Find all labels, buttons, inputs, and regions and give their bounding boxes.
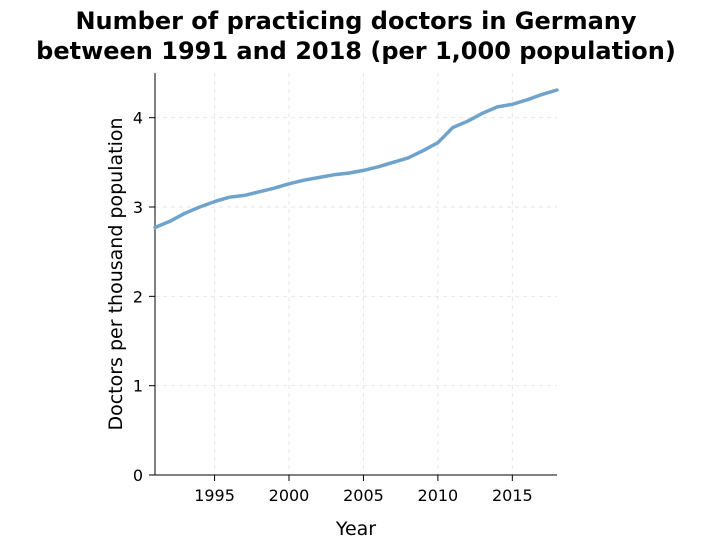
x-axis-label: Year — [335, 518, 376, 540]
x-tick-label: 2005 — [343, 486, 384, 505]
y-tick-label: 4 — [133, 109, 143, 128]
axes — [149, 73, 557, 481]
x-tick-label: 2010 — [418, 486, 459, 505]
x-tick-label: 2015 — [492, 486, 533, 505]
y-tick-label: 3 — [133, 198, 143, 217]
tick-labels: 0 1 2 3 4 1995 2000 2005 2010 2015 — [133, 109, 533, 505]
x-tick-label: 1995 — [194, 486, 235, 505]
y-axis-label: Doctors per thousand population — [105, 117, 127, 430]
series-group — [153, 88, 559, 230]
chart-title-line-1: Number of practicing doctors in Germany — [75, 7, 637, 35]
series-line — [153, 88, 559, 230]
grid-lines — [155, 73, 557, 475]
chart-title: Number of practicing doctors in Germany … — [0, 6, 712, 66]
y-tick-label: 2 — [133, 287, 143, 306]
x-tick-label: 2000 — [269, 486, 310, 505]
chart-title-line-2: between 1991 and 2018 (per 1,000 populat… — [36, 37, 676, 65]
y-tick-label: 0 — [133, 466, 143, 485]
y-tick-label: 1 — [133, 377, 143, 396]
